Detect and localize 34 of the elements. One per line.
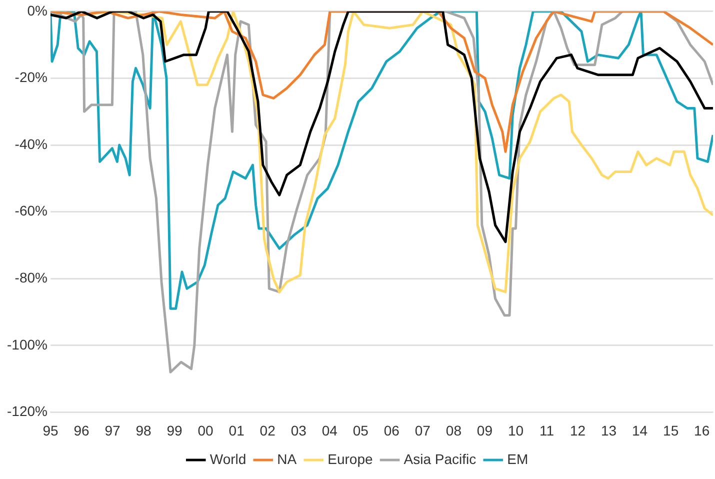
y-tick-label: 0% (27, 2, 48, 18)
y-tick-label: -20% (14, 69, 48, 86)
y-tick-label: -60% (14, 202, 48, 219)
x-tick-label: 00 (198, 422, 214, 438)
y-tick-label: -100% (7, 336, 48, 352)
x-tick-label: 14 (632, 422, 648, 438)
y-tick-label: -40% (14, 136, 48, 152)
x-tick-label: 97 (104, 422, 120, 438)
legend-label: NA (277, 450, 298, 467)
x-tick-label: 06 (384, 422, 400, 438)
x-tick-label: 05 (352, 422, 369, 438)
x-tick-label: 96 (74, 422, 90, 438)
x-tick-label: 08 (446, 422, 462, 438)
x-tick-label: 03 (290, 422, 307, 438)
x-tick-label: 15 (663, 422, 679, 438)
x-tick-label: 04 (322, 422, 338, 438)
x-tick-label: 10 (508, 422, 524, 438)
y-tick-label: -120% (7, 403, 48, 420)
x-tick-label: 07 (414, 422, 431, 438)
x-tick-label: 99 (166, 422, 183, 438)
legend-label: Asia Pacific (404, 450, 476, 467)
x-tick-label: 16 (694, 422, 710, 438)
x-tick-label: 01 (228, 422, 245, 438)
legend-label: EM (507, 450, 528, 467)
x-tick-label: 13 (600, 422, 617, 438)
legend-label: World (210, 450, 246, 467)
x-tick-label: 95 (42, 422, 58, 438)
x-tick-label: 02 (260, 422, 276, 438)
x-tick-label: 12 (570, 422, 586, 438)
x-tick-label: 11 (539, 422, 554, 438)
y-tick-label: -80% (14, 269, 48, 286)
legend-label: Europe (328, 450, 373, 467)
x-tick-label: 09 (476, 422, 493, 438)
x-tick-label: 98 (136, 422, 152, 438)
